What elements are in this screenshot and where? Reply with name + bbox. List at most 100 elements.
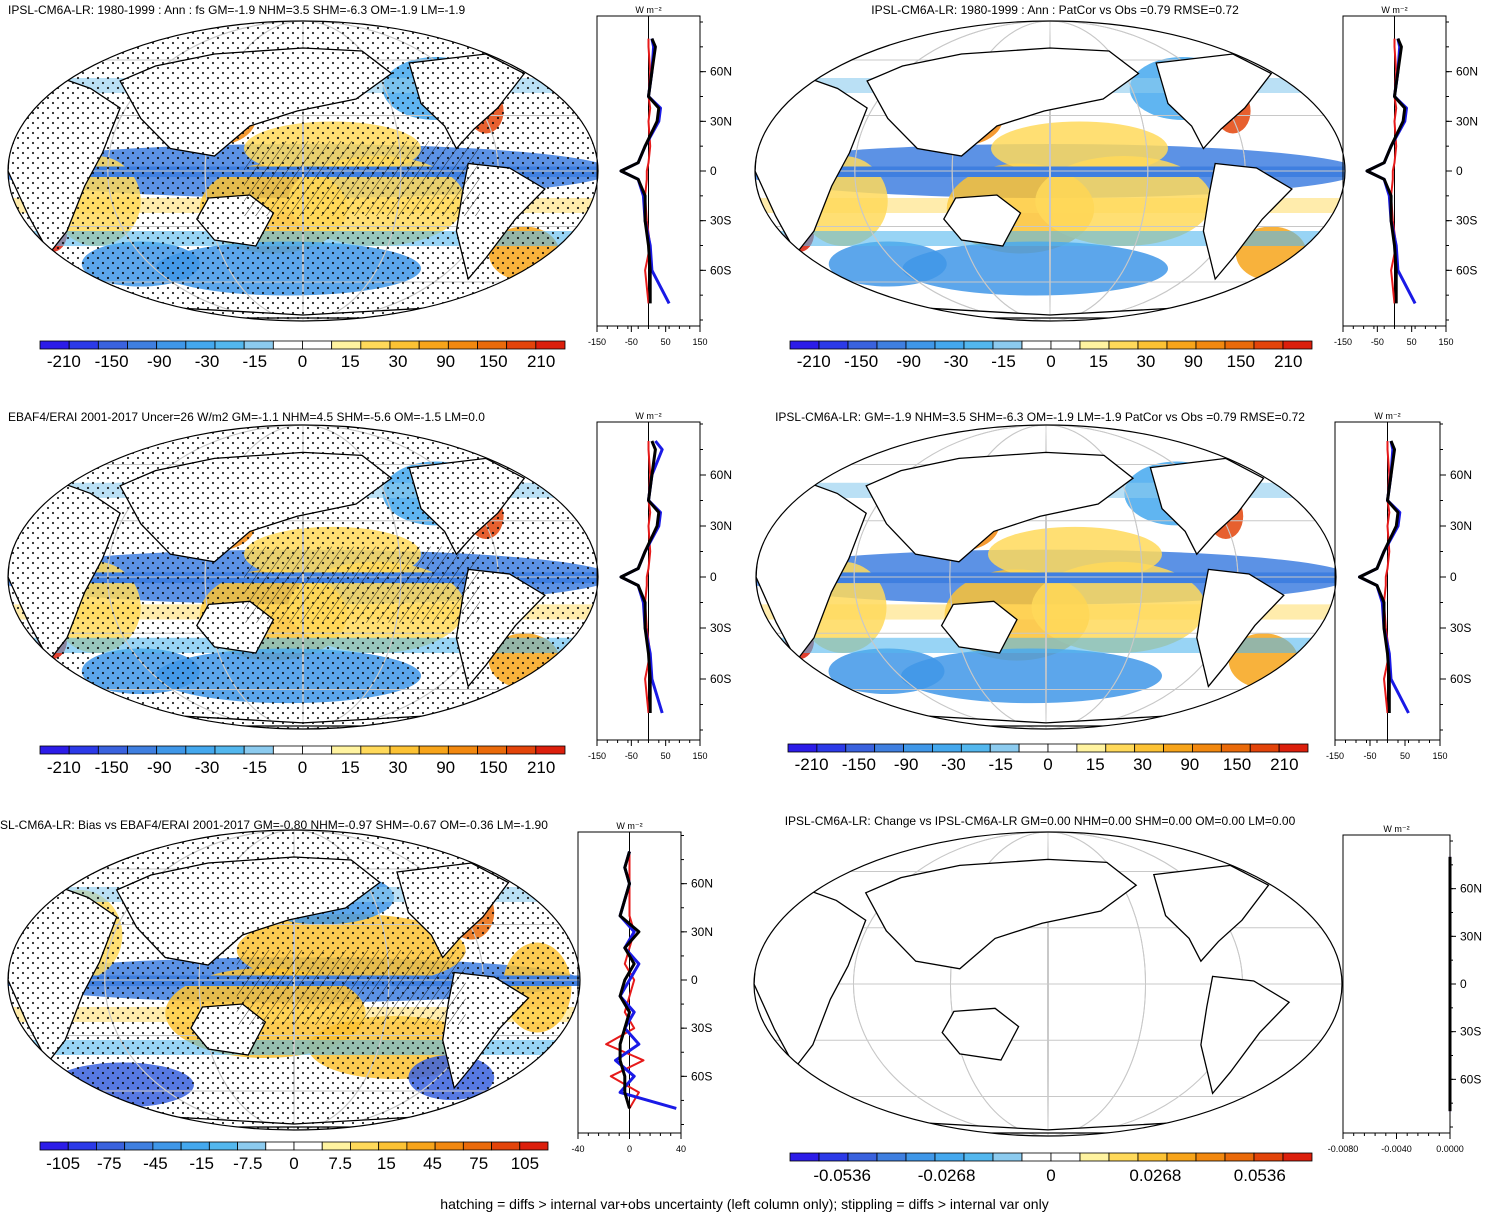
colorbar-label: 90 xyxy=(436,758,455,777)
colorbar-label: 15 xyxy=(341,758,360,777)
colorbar-label: 45 xyxy=(423,1154,442,1173)
lat-label: 60N xyxy=(1450,468,1472,482)
colorbar-label: 210 xyxy=(527,352,555,371)
hatching xyxy=(244,546,480,623)
colorbar-swatch xyxy=(960,743,991,753)
colorbar-swatch xyxy=(1134,743,1164,753)
colorbar-label: 0 xyxy=(298,758,307,777)
panel-bias: SL-CM6A-LR: Bias vs EBAF4/ERAI 2001-2017… xyxy=(0,818,713,1173)
colorbar-swatch xyxy=(535,340,566,350)
zonal-xtick-label: -0.0040 xyxy=(1381,1144,1412,1154)
continent xyxy=(1202,162,1293,281)
colorbar-swatch xyxy=(1163,743,1193,753)
colorbar-swatch xyxy=(818,1152,849,1162)
map-field xyxy=(756,425,1336,729)
lat-label: 60S xyxy=(691,1069,712,1083)
colorbar-swatch xyxy=(156,745,187,755)
continent xyxy=(1155,53,1273,150)
colorbar-swatch xyxy=(418,340,449,350)
colorbar-label: 90 xyxy=(1184,352,1203,371)
colorbar-swatch xyxy=(1278,743,1309,753)
colorbar-swatch xyxy=(905,340,936,350)
colorbar-swatch xyxy=(243,340,274,350)
colorbar-swatch xyxy=(418,745,449,755)
colorbar-swatch xyxy=(127,340,158,350)
map-field xyxy=(754,832,1342,1136)
grid-meridian xyxy=(949,832,1147,1136)
colorbar-swatch xyxy=(1079,1152,1110,1162)
panel-model: IPSL-CM6A-LR: 1980-1999 : Ann : fs GM=-1… xyxy=(7,3,732,371)
zonal-xtick-label: 50 xyxy=(661,751,671,761)
colorbar-swatch xyxy=(152,1141,182,1151)
colorbar-swatch xyxy=(1137,1152,1168,1162)
colorbar-swatch xyxy=(1195,1152,1226,1162)
continent xyxy=(755,77,868,255)
colorbar-swatch xyxy=(477,340,508,350)
zonal-unit: W m⁻² xyxy=(1381,5,1407,15)
colorbar-label: 210 xyxy=(527,758,555,777)
panel-title: IPSL-CM6A-LR: Change vs IPSL-CM6A-LR GM=… xyxy=(785,814,1296,828)
colorbar-swatch xyxy=(876,1152,907,1162)
continent xyxy=(941,1007,1020,1061)
zonal-line-diff xyxy=(619,440,661,713)
colorbar-swatch xyxy=(1166,340,1197,350)
colorbar-swatch xyxy=(1224,340,1255,350)
zonal-xtick-label: 50 xyxy=(1400,751,1410,761)
colorbar-label: 90 xyxy=(436,352,455,371)
colorbar-label: 15 xyxy=(1089,352,1108,371)
lat-label: 0 xyxy=(691,973,698,987)
colorbar-swatch xyxy=(787,743,818,753)
colorbar-swatch xyxy=(491,1141,521,1151)
panel-title: EBAF4/ERAI 2001-2017 Uncer=26 W/m2 GM=-1… xyxy=(8,410,485,424)
colorbar-swatch xyxy=(1220,743,1251,753)
colorbar-label: -15 xyxy=(189,1154,214,1173)
colorbar-label: -150 xyxy=(95,352,129,371)
colorbar-swatch xyxy=(506,745,537,755)
colorbar-label: 75 xyxy=(469,1154,488,1173)
zonal-xtick-label: -50 xyxy=(625,751,638,761)
colorbar-swatch xyxy=(519,1141,549,1151)
continent xyxy=(1200,975,1291,1095)
colorbar-label: 0 xyxy=(1046,1166,1055,1185)
colorbar-swatch xyxy=(992,1152,1023,1162)
hatching xyxy=(236,950,466,1025)
zonal-xtick-label: -0.0080 xyxy=(1328,1144,1359,1154)
colorbar-label: -15 xyxy=(988,755,1013,774)
lat-label: 60N xyxy=(691,877,713,891)
colorbar-swatch xyxy=(535,745,566,755)
colorbar-swatch xyxy=(321,1141,351,1151)
lat-label: 0 xyxy=(710,570,717,584)
lat-label: 30S xyxy=(1450,621,1471,635)
colorbar-swatch xyxy=(124,1141,154,1151)
colorbar-swatch xyxy=(406,1141,436,1151)
zonal-xtick-label: 0 xyxy=(627,1144,632,1154)
colorbar: -105 -75 -45 -15 -7.5 0 7.5 15 45 75 105 xyxy=(39,1141,549,1173)
map-field xyxy=(755,21,1345,321)
colorbar-swatch xyxy=(67,1141,97,1151)
colorbar-swatch xyxy=(1253,340,1284,350)
color-region xyxy=(828,648,945,695)
zonal-mean-plot: 60N 30N 0 30S 60S W m⁻² -150 -50 50 150 xyxy=(1334,5,1478,347)
colorbar-swatch xyxy=(816,743,847,753)
hatching xyxy=(244,141,480,216)
lat-label: 0 xyxy=(1460,977,1467,991)
colorbar-swatch xyxy=(68,340,99,350)
colorbar-swatch xyxy=(208,1141,238,1151)
panel-title: SL-CM6A-LR: Bias vs EBAF4/ERAI 2001-2017… xyxy=(0,818,548,832)
colorbar-swatch xyxy=(1282,1152,1313,1162)
colorbar-swatch xyxy=(1018,743,1049,753)
lat-label: 30N xyxy=(710,114,732,128)
zonal-mean-plot: 60N 30N 0 30S 60S W m⁻² -150 -50 50 150 xyxy=(1326,411,1472,761)
zonal-frame xyxy=(1342,834,1451,1134)
zonal-line-model xyxy=(619,440,664,714)
colorbar-label: 30 xyxy=(388,352,407,371)
colorbar-label: 0.0536 xyxy=(1234,1166,1286,1185)
colorbar-swatch xyxy=(39,340,70,350)
zonal-xtick-label: -150 xyxy=(588,337,606,347)
continent xyxy=(754,889,867,1069)
colorbar-swatch xyxy=(265,1141,295,1151)
colorbar-label: -90 xyxy=(147,758,172,777)
colorbar-label: 150 xyxy=(479,758,507,777)
colorbar-swatch xyxy=(1076,743,1107,753)
